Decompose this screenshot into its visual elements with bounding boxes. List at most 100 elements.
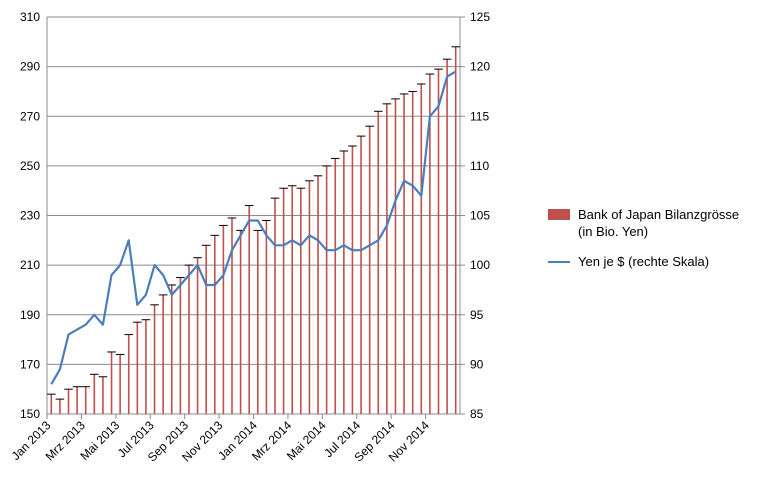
- bar: [305, 180, 314, 414]
- y2-tick-label: 85: [470, 407, 484, 421]
- bar: [451, 46, 460, 415]
- bar-body: [162, 294, 164, 414]
- bar-body: [377, 111, 380, 414]
- bar: [150, 304, 159, 414]
- bar-body: [325, 165, 328, 414]
- bar-body: [239, 230, 242, 414]
- bar: [348, 145, 357, 414]
- bar-body: [317, 175, 319, 414]
- bar-body: [394, 98, 397, 414]
- bar-body: [437, 69, 440, 414]
- bar: [236, 229, 245, 414]
- y-tick-label: 290: [20, 60, 40, 74]
- bar: [55, 398, 65, 414]
- bar: [227, 217, 237, 414]
- bar-body: [386, 103, 388, 414]
- legend-swatch: [548, 209, 570, 220]
- bar: [201, 244, 211, 414]
- y2-tick-label: 105: [470, 209, 490, 223]
- bar: [64, 388, 73, 414]
- bar-body: [127, 334, 130, 414]
- bar-body: [334, 158, 337, 414]
- bar-body: [67, 389, 70, 414]
- bar: [442, 58, 452, 415]
- bar: [313, 175, 323, 414]
- bar-body: [446, 59, 448, 415]
- bar: [253, 229, 263, 414]
- bar-body: [343, 150, 345, 415]
- bar: [373, 110, 383, 414]
- bar-body: [213, 235, 216, 414]
- y2-tick-label: 100: [470, 258, 490, 272]
- y-tick-label: 170: [20, 357, 40, 371]
- y-tick-label: 250: [20, 159, 40, 173]
- bar-body: [454, 46, 457, 415]
- y2-tick-label: 115: [470, 109, 489, 123]
- bar: [90, 373, 99, 414]
- bar-body: [136, 322, 139, 414]
- bar: [72, 386, 82, 414]
- bar: [391, 98, 400, 414]
- bar-body: [222, 225, 225, 414]
- bar: [219, 224, 228, 414]
- bar-body: [93, 374, 96, 414]
- bar-body: [248, 205, 250, 414]
- bar-body: [282, 188, 285, 414]
- legend-item: Bank of Japan Bilanzgrösse (in Bio. Yen): [548, 206, 753, 240]
- bar-body: [300, 188, 302, 414]
- bar: [193, 257, 202, 414]
- bar: [158, 294, 168, 414]
- bar-body: [59, 399, 61, 414]
- bar-body: [50, 394, 53, 414]
- bar-body: [265, 220, 268, 414]
- bar-body: [196, 257, 199, 414]
- bar-body: [110, 351, 113, 414]
- bar: [133, 321, 142, 414]
- legend-label: Yen je $ (rechte Skala): [578, 254, 710, 269]
- bar: [98, 376, 108, 414]
- bar-body: [84, 386, 87, 414]
- bar: [434, 68, 443, 414]
- bar-body: [274, 198, 276, 414]
- bar-body: [403, 93, 405, 414]
- y-tick-label: 190: [20, 308, 40, 322]
- y2-tick-label: 95: [470, 308, 484, 322]
- bar: [47, 393, 56, 414]
- bar-body: [102, 376, 104, 414]
- y-tick-label: 210: [20, 258, 40, 272]
- y2-tick-label: 110: [470, 159, 489, 173]
- y2-tick-label: 125: [470, 10, 490, 24]
- bar: [270, 197, 280, 414]
- bar: [279, 187, 288, 414]
- bar-body: [420, 83, 423, 415]
- bar: [167, 284, 177, 414]
- bar: [81, 386, 91, 414]
- line: [50, 70, 457, 385]
- legend-item: Yen je $ (rechte Skala): [548, 253, 753, 270]
- bar-body: [76, 386, 78, 414]
- bar: [416, 83, 426, 415]
- bar: [287, 185, 297, 414]
- bar: [330, 157, 340, 414]
- bar: [322, 165, 331, 414]
- bar-body: [429, 74, 431, 414]
- bar: [339, 150, 349, 415]
- bar-body: [179, 277, 182, 414]
- bar-body: [360, 136, 362, 414]
- bar: [296, 187, 306, 414]
- bar: [399, 93, 409, 414]
- bar: [184, 264, 194, 414]
- bar-body: [188, 265, 190, 414]
- legend-swatch: [548, 261, 570, 263]
- bar: [244, 205, 254, 414]
- bar: [356, 135, 366, 414]
- bar: [382, 103, 392, 414]
- bar-body: [308, 180, 311, 414]
- bar-body: [368, 126, 371, 415]
- legend-label: Bank of Japan Bilanzgrösse (in Bio. Yen): [578, 207, 740, 239]
- bar-body: [170, 284, 173, 414]
- bar: [115, 353, 125, 414]
- bar: [408, 90, 417, 414]
